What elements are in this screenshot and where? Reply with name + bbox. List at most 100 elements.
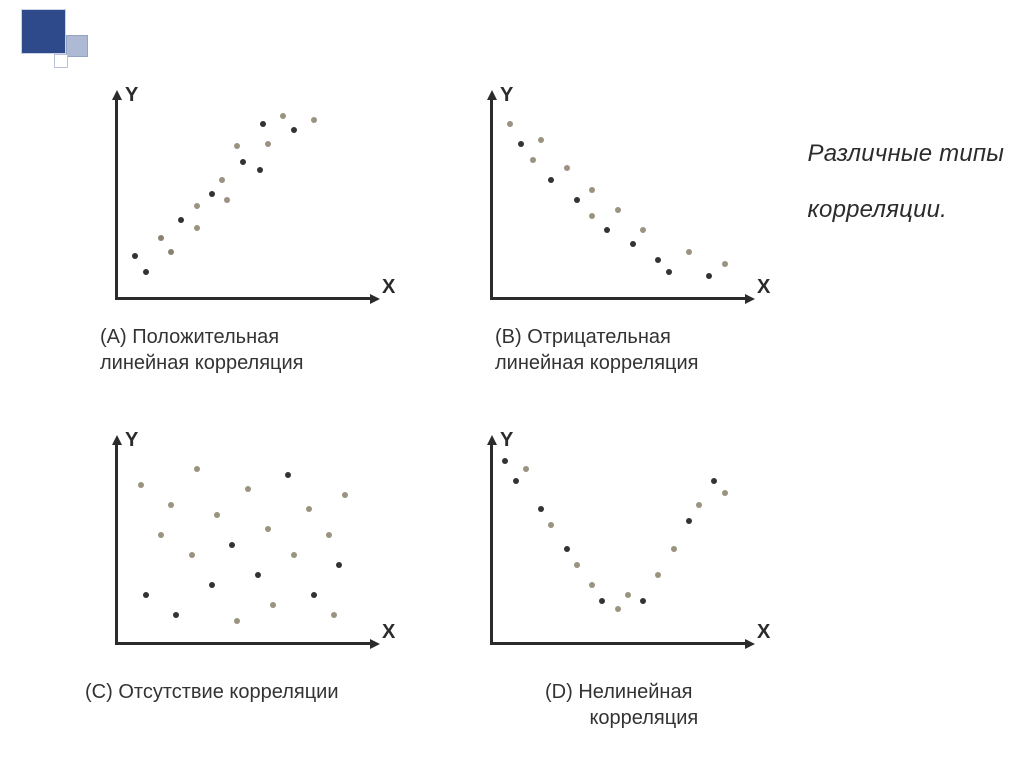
panel-D: YX (455, 425, 765, 675)
data-point (291, 127, 297, 133)
data-point (270, 602, 276, 608)
data-point (331, 612, 337, 618)
data-point (326, 532, 332, 538)
data-point (640, 598, 646, 604)
data-point (671, 546, 677, 552)
data-point (507, 121, 513, 127)
y-axis (490, 100, 493, 300)
data-point (518, 141, 524, 147)
data-point (513, 478, 519, 484)
data-point (589, 582, 595, 588)
data-point (194, 466, 200, 472)
data-point (143, 592, 149, 598)
data-point (245, 486, 251, 492)
data-point (194, 203, 200, 209)
data-point (615, 207, 621, 213)
data-point (260, 121, 266, 127)
data-point (311, 592, 317, 598)
panel-A: YX (80, 80, 390, 330)
panel-B: YX (455, 80, 765, 330)
data-point (168, 502, 174, 508)
data-point (189, 552, 195, 558)
data-point (209, 191, 215, 197)
data-point (265, 526, 271, 532)
x-axis-arrow (745, 639, 755, 649)
data-point (666, 269, 672, 275)
data-point (234, 618, 240, 624)
data-point (158, 235, 164, 241)
data-point (686, 249, 692, 255)
data-point (538, 137, 544, 143)
data-point (342, 492, 348, 498)
panel-caption-B: (B) Отрицательная линейная корреляция (495, 325, 699, 376)
x-axis-label: X (757, 621, 770, 644)
x-axis (490, 642, 745, 645)
deco-square-big (21, 9, 66, 54)
data-point (214, 512, 220, 518)
data-point (138, 482, 144, 488)
panel-caption-D: (D) Нелинейная корреляция (545, 680, 698, 731)
data-point (696, 502, 702, 508)
data-point (706, 273, 712, 279)
data-point (604, 227, 610, 233)
slide-canvas: Различные типы корреляции. YXYXYXYX (A) … (0, 0, 1024, 767)
data-point (574, 562, 580, 568)
data-point (132, 253, 138, 259)
title-line-2: корреляции. (807, 196, 947, 223)
x-axis (490, 297, 745, 300)
data-point (655, 257, 661, 263)
data-point (722, 261, 728, 267)
data-point (143, 269, 149, 275)
data-point (640, 227, 646, 233)
data-point (178, 217, 184, 223)
y-axis-arrow (112, 435, 122, 445)
x-axis-arrow (370, 294, 380, 304)
data-point (711, 478, 717, 484)
data-point (630, 241, 636, 247)
data-point (168, 249, 174, 255)
data-point (599, 598, 605, 604)
data-point (194, 225, 200, 231)
title-line-1: Различные типы (807, 140, 1004, 167)
x-axis-label: X (382, 621, 395, 644)
data-point (257, 167, 263, 173)
data-point (229, 542, 235, 548)
y-axis-label: Y (500, 429, 513, 452)
data-point (306, 506, 312, 512)
data-point (615, 606, 621, 612)
data-point (280, 113, 286, 119)
data-point (255, 572, 261, 578)
panel-C: YX (80, 425, 390, 675)
data-point (311, 117, 317, 123)
panel-caption-C: (C) Отсутствие корреляции (85, 680, 339, 706)
y-axis-arrow (487, 90, 497, 100)
panel-caption-A: (A) Положительная линейная корреляция (100, 325, 304, 376)
x-axis-label: X (757, 276, 770, 299)
data-point (589, 213, 595, 219)
y-axis-label: Y (500, 84, 513, 107)
data-point (722, 490, 728, 496)
x-axis (115, 297, 370, 300)
data-point (564, 165, 570, 171)
data-point (530, 157, 536, 163)
data-point (538, 506, 544, 512)
data-point (655, 572, 661, 578)
x-axis-arrow (370, 639, 380, 649)
deco-square-small (54, 54, 68, 68)
data-point (219, 177, 225, 183)
y-axis (115, 445, 118, 645)
data-point (564, 546, 570, 552)
data-point (158, 532, 164, 538)
data-point (686, 518, 692, 524)
data-point (502, 458, 508, 464)
data-point (589, 187, 595, 193)
y-axis (490, 445, 493, 645)
data-point (548, 522, 554, 528)
y-axis-arrow (487, 435, 497, 445)
data-point (240, 159, 246, 165)
data-point (285, 472, 291, 478)
y-axis-label: Y (125, 429, 138, 452)
y-axis-arrow (112, 90, 122, 100)
slide-title: Различные типы корреляции. (780, 112, 1004, 252)
y-axis (115, 100, 118, 300)
